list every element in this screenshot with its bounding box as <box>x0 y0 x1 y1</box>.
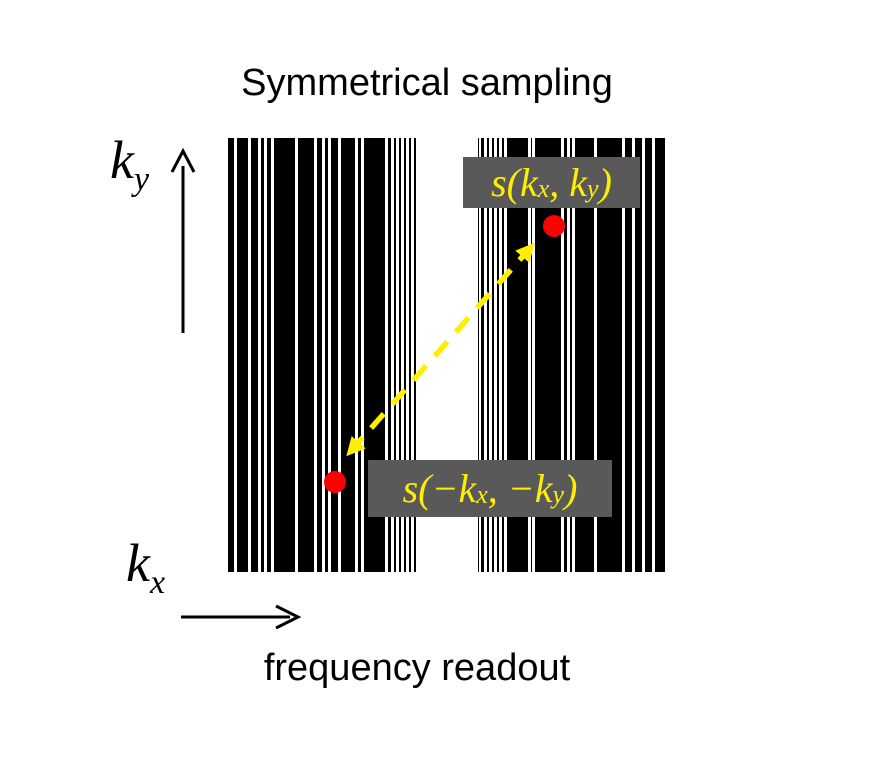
sampling-line <box>561 138 564 572</box>
label-text: s(k <box>491 160 538 205</box>
sampling-line <box>572 138 575 572</box>
kx-axis-arrow <box>181 604 302 630</box>
sampling-line <box>295 138 298 572</box>
sampling-line <box>322 138 325 572</box>
sampling-line <box>622 138 625 572</box>
ky-axis-subscript: y <box>133 160 150 198</box>
sampling-line <box>338 138 341 572</box>
frequency-readout-caption: frequency readout <box>263 647 571 689</box>
ky-axis-arrow <box>170 147 196 333</box>
sampling-line <box>642 138 645 572</box>
sampling-line <box>271 138 274 572</box>
label-text: ) <box>564 466 578 511</box>
sampling-line <box>264 138 267 572</box>
sampling-line <box>567 138 570 572</box>
sampling-line <box>361 138 364 572</box>
sampling-line <box>355 138 358 572</box>
label-text: , −k <box>487 466 553 511</box>
kx-axis-subscript: x <box>149 563 166 601</box>
sampling-line <box>594 138 597 572</box>
sampling-line <box>248 138 251 572</box>
sampling-line <box>258 138 261 572</box>
ky-axis-label: ky <box>110 130 149 196</box>
sampling-line <box>632 138 635 572</box>
sampling-line <box>314 138 317 572</box>
sampling-line <box>652 138 655 572</box>
sample-label-negative: s(−k x, −k y) <box>368 460 612 517</box>
label-text: ) <box>598 160 612 205</box>
diagram-title: Symmetrical sampling <box>241 62 613 104</box>
sampling-line <box>328 138 331 572</box>
kx-axis-label: kx <box>126 533 165 599</box>
kx-axis-symbol: k <box>126 533 150 593</box>
label-text: s(−k <box>402 466 477 511</box>
sample-label-positive: s(k x, k y) <box>463 157 640 208</box>
sampling-line <box>234 138 237 572</box>
label-text: , k <box>549 160 588 205</box>
ky-axis-symbol: k <box>110 130 134 190</box>
